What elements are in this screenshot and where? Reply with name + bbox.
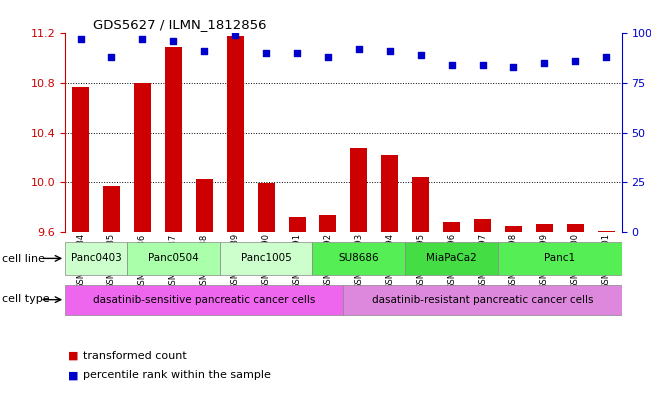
Text: dasatinib-sensitive pancreatic cancer cells: dasatinib-sensitive pancreatic cancer ce… [93,295,316,305]
Point [539,60,549,66]
Text: Panc1005: Panc1005 [241,253,292,263]
Bar [343,285,622,315]
Point [106,54,117,61]
Text: MiaPaCa2: MiaPaCa2 [426,253,477,263]
Bar [165,47,182,232]
Point [292,50,302,56]
Bar [474,219,491,232]
Bar [196,178,213,232]
Bar [258,184,275,232]
Text: percentile rank within the sample: percentile rank within the sample [83,370,271,380]
Bar [405,242,498,275]
Point [601,54,611,61]
Point [570,58,581,64]
Point [508,64,519,70]
Point [385,48,395,54]
Text: GDS5627 / ILMN_1812856: GDS5627 / ILMN_1812856 [93,18,266,31]
Bar [350,147,367,232]
Bar [505,226,522,232]
Point [261,50,271,56]
Point [230,32,240,39]
Bar [536,224,553,232]
Text: ■: ■ [68,351,79,361]
Bar [412,177,429,232]
Point [477,62,488,68]
Point [199,48,210,54]
Text: SU8686: SU8686 [339,253,379,263]
Text: transformed count: transformed count [83,351,187,361]
Bar [312,242,405,275]
Text: cell type: cell type [2,294,49,305]
Bar [65,242,127,275]
Text: ■: ■ [68,370,79,380]
Bar [127,242,219,275]
Text: Panc0403: Panc0403 [71,253,121,263]
Bar [598,231,615,232]
Point [76,36,86,42]
Text: Panc0504: Panc0504 [148,253,199,263]
Bar [443,222,460,232]
Point [353,46,364,52]
Bar [65,285,344,315]
Bar [227,36,243,232]
Point [323,54,333,61]
Bar [134,83,151,232]
Bar [103,186,120,232]
Bar [72,87,89,232]
Text: cell line: cell line [2,254,45,264]
Text: Panc1: Panc1 [544,253,575,263]
Bar [381,155,398,232]
Bar [288,217,305,232]
Bar [567,224,584,232]
Text: dasatinib-resistant pancreatic cancer cells: dasatinib-resistant pancreatic cancer ce… [372,295,593,305]
Point [447,62,457,68]
Bar [498,242,622,275]
Point [415,52,426,59]
Point [137,36,148,42]
Bar [320,215,337,232]
Point [168,38,178,44]
Bar [219,242,312,275]
